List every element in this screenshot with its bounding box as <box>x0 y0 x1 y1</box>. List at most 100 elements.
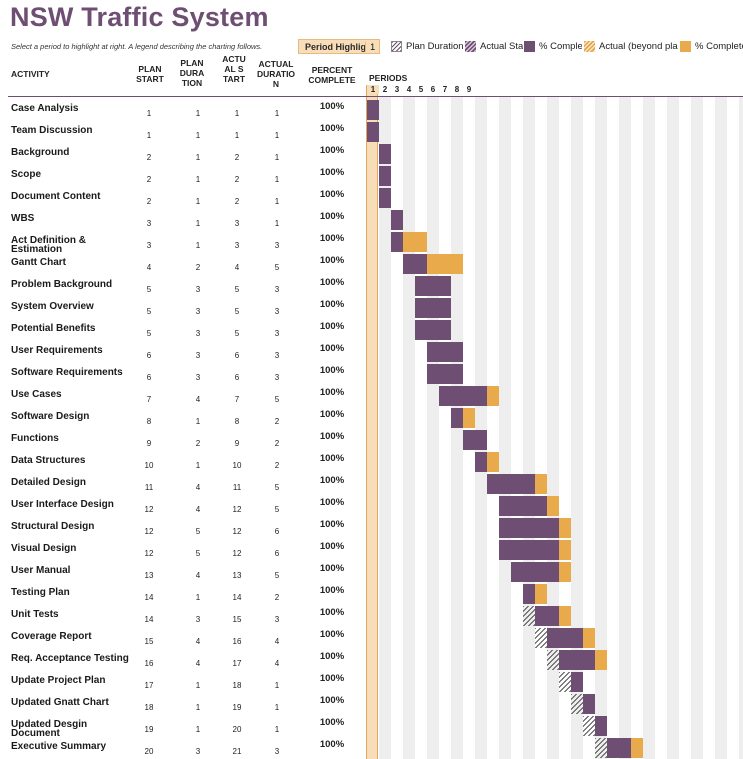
period-number[interactable]: 1 <box>367 85 379 94</box>
table-row[interactable]: Gantt Chart 4 2 4 5 100% <box>0 253 743 275</box>
plan-duration-bar <box>523 606 535 626</box>
activity-name: Executive Summary <box>11 741 107 752</box>
plan-start-cell: 19 <box>144 725 154 734</box>
plan-start-cell: 12 <box>144 505 154 514</box>
complete-beyond-plan-bar <box>595 650 607 670</box>
complete-bar <box>427 364 463 384</box>
period-number[interactable]: 5 <box>418 85 424 94</box>
plan-duration-cell: 3 <box>195 307 201 316</box>
complete-bar <box>535 606 559 626</box>
plan-duration-cell: 1 <box>195 725 201 734</box>
highlighted-period-column <box>366 85 378 759</box>
complete-beyond-plan-bar <box>559 562 571 582</box>
percent-complete-cell: 100% <box>319 255 345 266</box>
percent-complete-cell: 100% <box>319 123 345 134</box>
complete-bar <box>379 166 391 186</box>
percent-complete-cell: 100% <box>319 387 345 398</box>
actual-start-cell: 21 <box>232 747 242 756</box>
table-row[interactable]: Unit Tests 14 3 15 3 100% <box>0 605 743 627</box>
table-row[interactable]: Team Discussion 1 1 1 1 100% <box>0 121 743 143</box>
table-row[interactable]: Use Cases 7 4 7 5 100% <box>0 385 743 407</box>
complete-bar <box>415 276 451 296</box>
table-row[interactable]: Potential Benefits 5 3 5 3 100% <box>0 319 743 341</box>
percent-complete-cell: 100% <box>319 233 345 244</box>
table-row[interactable]: Software Requirements 6 3 6 3 100% <box>0 363 743 385</box>
complete-beyond-plan-bar <box>559 606 571 626</box>
actual-duration-cell: 1 <box>274 703 280 712</box>
actual-start-cell: 6 <box>234 373 240 382</box>
table-row[interactable]: Structural Design 12 5 12 6 100% <box>0 517 743 539</box>
plan-start-cell: 14 <box>144 593 154 602</box>
table-row[interactable]: Functions 9 2 9 2 100% <box>0 429 743 451</box>
table-row[interactable]: User Manual 13 4 13 5 100% <box>0 561 743 583</box>
period-highlight-control[interactable]: Period Highlight: 1 <box>298 39 380 54</box>
actual-start-cell: 2 <box>234 197 240 206</box>
plan-start-cell: 5 <box>146 329 152 338</box>
table-row[interactable]: Data Structures 10 1 10 2 100% <box>0 451 743 473</box>
activity-name: Req. Acceptance Testing <box>11 653 129 664</box>
percent-complete-cell: 100% <box>319 189 345 200</box>
period-number[interactable]: 3 <box>394 85 400 94</box>
table-row[interactable]: System Overview 5 3 5 3 100% <box>0 297 743 319</box>
activity-name: WBS <box>11 213 35 224</box>
actual-duration-cell: 5 <box>274 483 280 492</box>
actual-duration-cell: 4 <box>274 637 280 646</box>
complete-beyond-plan-bar <box>403 232 427 252</box>
period-number[interactable]: 6 <box>430 85 436 94</box>
complete-bar <box>595 716 607 736</box>
plan-duration-cell: 3 <box>195 329 201 338</box>
period-number[interactable]: 7 <box>442 85 448 94</box>
complete-bar <box>499 540 559 560</box>
plan-duration-cell: 3 <box>195 285 201 294</box>
activity-name: Functions <box>11 433 59 444</box>
period-number[interactable]: 8 <box>454 85 460 94</box>
table-row[interactable]: Problem Background 5 3 5 3 100% <box>0 275 743 297</box>
plan-start-cell: 2 <box>146 197 152 206</box>
table-row[interactable]: Detailed Design 11 4 11 5 100% <box>0 473 743 495</box>
table-row[interactable]: Updated Gnatt Chart 18 1 19 1 100% <box>0 693 743 715</box>
activity-name: Updated Gnatt Chart <box>11 697 109 708</box>
complete-bar <box>415 320 451 340</box>
actual-duration-cell: 1 <box>274 219 280 228</box>
table-row[interactable]: Case Analysis 1 1 1 1 100% <box>0 99 743 121</box>
activity-name: Data Structures <box>11 455 86 466</box>
complete-bar <box>403 254 427 274</box>
table-row[interactable]: User Requirements 6 3 6 3 100% <box>0 341 743 363</box>
table-row[interactable]: Document Content 2 1 2 1 100% <box>0 187 743 209</box>
actual-duration-cell: 6 <box>274 527 280 536</box>
table-row[interactable]: User Interface Design 12 4 12 5 100% <box>0 495 743 517</box>
period-number[interactable]: 9 <box>466 85 472 94</box>
period-number[interactable]: 4 <box>406 85 412 94</box>
activity-name: Document Content <box>11 191 101 202</box>
table-row[interactable]: Software Design 8 1 8 2 100% <box>0 407 743 429</box>
activity-name: Software Design <box>11 411 90 422</box>
table-row[interactable]: Coverage Report 15 4 16 4 100% <box>0 627 743 649</box>
actual-duration-cell: 3 <box>274 329 280 338</box>
actual-start-cell: 18 <box>232 681 242 690</box>
plan-duration-cell: 1 <box>195 131 201 140</box>
table-row[interactable]: Testing Plan 14 1 14 2 100% <box>0 583 743 605</box>
table-row[interactable]: Background 2 1 2 1 100% <box>0 143 743 165</box>
table-row[interactable]: Act Definition & Estimation 3 1 3 3 100% <box>0 231 743 255</box>
table-row[interactable]: Executive Summary 20 3 21 3 100% <box>0 737 743 759</box>
plan-start-cell: 12 <box>144 549 154 558</box>
table-row[interactable]: WBS 3 1 3 1 100% <box>0 209 743 231</box>
actual-beyond-plan-icon <box>584 41 595 52</box>
percent-complete-cell: 100% <box>319 365 345 376</box>
period-stripe <box>667 97 679 759</box>
table-row[interactable]: Req. Acceptance Testing 16 4 17 4 100% <box>0 649 743 671</box>
actual-duration-cell: 1 <box>274 153 280 162</box>
table-row[interactable]: Update Project Plan 17 1 18 1 100% <box>0 671 743 693</box>
header-plan-duration: PLAN DURATION <box>179 58 205 88</box>
complete-bar <box>391 232 403 252</box>
plan-start-cell: 5 <box>146 307 152 316</box>
table-row[interactable]: Updated Desgin Document 19 1 20 1 100% <box>0 715 743 739</box>
period-number[interactable]: 2 <box>382 85 388 94</box>
complete-beyond-plan-bar <box>559 518 571 538</box>
plan-duration-cell: 1 <box>195 681 201 690</box>
table-row[interactable]: Scope 2 1 2 1 100% <box>0 165 743 187</box>
percent-complete-cell: 100% <box>319 497 345 508</box>
period-highlight-input[interactable]: 1 <box>365 41 379 52</box>
actual-start-cell: 5 <box>234 285 240 294</box>
table-row[interactable]: Visual Design 12 5 12 6 100% <box>0 539 743 561</box>
